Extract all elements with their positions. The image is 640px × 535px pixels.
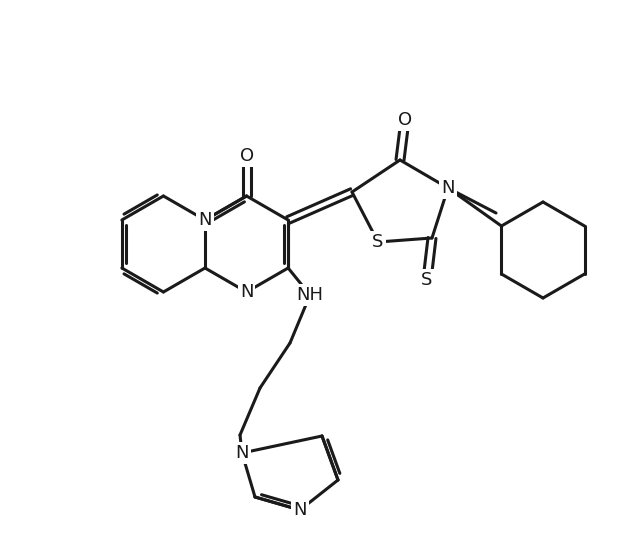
- Text: S: S: [421, 271, 433, 289]
- Text: N: N: [198, 211, 212, 229]
- Text: S: S: [372, 233, 384, 251]
- Text: NH: NH: [296, 286, 323, 304]
- Text: N: N: [441, 179, 455, 197]
- Text: O: O: [398, 111, 412, 129]
- Text: O: O: [239, 147, 253, 165]
- Text: N: N: [240, 283, 253, 301]
- Text: N: N: [293, 501, 307, 519]
- Text: N: N: [236, 444, 249, 462]
